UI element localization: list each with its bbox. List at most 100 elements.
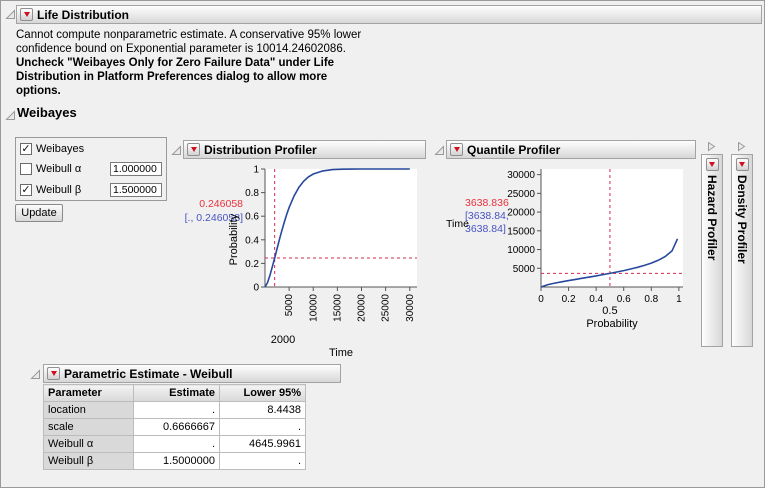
quantile-profiler-header: Quantile Profiler: [446, 140, 696, 159]
density-profiler-disclosure-icon[interactable]: [736, 141, 747, 152]
quantile-current-values: 3638.836 [3638.84, 3638.84]: [465, 197, 525, 236]
weibayes-checkbox-label: Weibayes: [36, 142, 85, 155]
page-title: Life Distribution: [37, 7, 129, 22]
svg-text:10000: 10000: [507, 245, 535, 256]
weibayes-disclosure-icon[interactable]: [5, 110, 16, 121]
svg-text:5000: 5000: [284, 294, 295, 317]
life-distribution-header: Life Distribution: [16, 5, 762, 24]
red-triangle-menu-icon[interactable]: [705, 158, 719, 171]
parametric-estimate-disclosure-icon[interactable]: [30, 369, 41, 380]
table-row: Weibull α. 4645.9961: [43, 435, 306, 453]
density-profiler-title: Density Profiler: [735, 175, 749, 264]
table-row: Weibull β 1.5000000.: [43, 452, 306, 470]
message-line: Uncheck "Weibayes Only for Zero Failure …: [16, 57, 335, 69]
y-axis-title: Probability: [227, 214, 240, 266]
update-button[interactable]: Update: [15, 204, 63, 222]
weibull-beta-row: Weibull β: [20, 182, 162, 197]
svg-text:2000: 2000: [271, 334, 295, 346]
hazard-profiler-collapsed-header[interactable]: Hazard Profiler: [701, 154, 723, 347]
svg-text:25000: 25000: [507, 189, 535, 200]
density-profiler-collapsed-header[interactable]: Density Profiler: [731, 154, 753, 347]
distribution-profiler-panel: Distribution Profiler 0.246058 [., 0.246…: [183, 140, 426, 358]
column-header: Estimate: [133, 384, 220, 402]
hazard-profiler-strip: Hazard Profiler: [699, 140, 726, 352]
svg-text:0.8: 0.8: [245, 188, 259, 199]
red-triangle-menu-icon[interactable]: [47, 367, 60, 380]
probability-confidence-interval: [., 0.246058]: [184, 212, 243, 224]
svg-text:Time: Time: [329, 347, 353, 357]
quantile-profiler-chart[interactable]: 0 0.2 0.4 0.6 0.8 150001000015000200002500030…: [503, 161, 691, 331]
weibull-beta-label: Weibull β: [36, 183, 82, 196]
svg-text:10000: 10000: [308, 294, 319, 322]
column-header: Parameter: [43, 384, 134, 402]
value-cell: 1.5000000: [133, 452, 220, 470]
weibull-alpha-label: Weibull α: [36, 163, 82, 175]
current-probability-value: 0.246058: [199, 198, 243, 210]
svg-text:1: 1: [676, 294, 682, 305]
distribution-profiler-chart[interactable]: 5000 10000 15000 20000 25000 30000 0 0.2 0.4 0.6 0…: [243, 161, 423, 357]
weibull-alpha-checkbox[interactable]: [20, 163, 32, 175]
table-row: location. 8.4438: [43, 401, 306, 419]
current-time-value: 3638.836: [465, 197, 509, 209]
message-block: Cannot compute nonparametric estimate. A…: [16, 28, 361, 98]
svg-text:0.4: 0.4: [589, 294, 603, 305]
svg-text:0.6: 0.6: [245, 212, 259, 223]
red-triangle-menu-icon[interactable]: [735, 158, 749, 171]
red-triangle-menu-icon[interactable]: [450, 143, 463, 156]
svg-text:25000: 25000: [381, 294, 392, 322]
svg-text:15000: 15000: [507, 226, 535, 237]
red-triangle-menu-icon[interactable]: [20, 8, 33, 21]
message-line: confidence bound on Exponential paramete…: [16, 43, 346, 55]
value-cell: .: [219, 452, 306, 470]
parameter-name-cell: Weibull α: [43, 435, 134, 453]
value-cell: 4645.9961: [219, 435, 306, 453]
weibull-beta-field[interactable]: [110, 182, 162, 197]
message-line: Cannot compute nonparametric estimate. A…: [16, 29, 362, 41]
parametric-estimate-header: Parametric Estimate - Weibull: [43, 364, 341, 383]
red-triangle-menu-icon[interactable]: [187, 143, 200, 156]
table-row: scale 0.6666667.: [43, 418, 306, 436]
svg-text:0.2: 0.2: [562, 294, 576, 305]
estimates-table-header: Parameter Estimate Lower 95%: [43, 384, 306, 402]
svg-text:0.6: 0.6: [617, 294, 631, 305]
svg-text:30000: 30000: [405, 294, 416, 322]
quantile-profiler-title: Quantile Profiler: [467, 142, 561, 157]
svg-text:0.4: 0.4: [245, 235, 259, 246]
time-confidence-interval-line1: [3638.84,: [465, 210, 509, 222]
value-cell: .: [133, 435, 220, 453]
estimates-table: Parameter Estimate Lower 95% location. 8.44…: [43, 384, 306, 470]
value-cell: 0.6666667: [133, 418, 220, 436]
weibayes-checkbox[interactable]: [20, 142, 32, 155]
value-cell: .: [219, 418, 306, 436]
y-axis-title: Time: [446, 218, 469, 230]
svg-text:20000: 20000: [357, 294, 368, 322]
svg-text:0.5: 0.5: [602, 305, 617, 317]
svg-text:0: 0: [253, 283, 259, 294]
distribution-profiler-title: Distribution Profiler: [204, 142, 317, 157]
hazard-profiler-disclosure-icon[interactable]: [706, 141, 717, 152]
life-distribution-disclosure-icon[interactable]: [5, 9, 16, 20]
table-header-row: Parameter Estimate Lower 95%: [43, 384, 306, 402]
quantile-profiler-panel: Quantile Profiler 3638.836 [3638.84, 363…: [446, 140, 696, 340]
svg-text:1: 1: [253, 165, 259, 176]
hazard-profiler-title: Hazard Profiler: [705, 175, 719, 261]
svg-text:Probability: Probability: [586, 318, 638, 330]
svg-text:20000: 20000: [507, 208, 535, 219]
weibayes-section-title: Weibayes: [17, 105, 77, 120]
distribution-profiler-disclosure-icon[interactable]: [171, 145, 182, 156]
svg-text:15000: 15000: [332, 294, 343, 322]
time-confidence-interval-line2: 3638.84]: [465, 223, 506, 235]
weibull-beta-checkbox[interactable]: [20, 183, 32, 196]
value-cell: .: [133, 401, 220, 419]
weibull-alpha-field[interactable]: [110, 162, 162, 176]
estimates-table-body: location. 8.4438 scale 0.6666667. Weibull α.…: [43, 401, 306, 470]
weibayes-option-row: Weibayes: [20, 141, 162, 156]
parameter-name-cell: scale: [43, 418, 134, 436]
quantile-profiler-disclosure-icon[interactable]: [434, 145, 445, 156]
value-cell: 8.4438: [219, 401, 306, 419]
svg-text:0: 0: [538, 294, 544, 305]
y-axis-title-wrap: Probability: [227, 170, 240, 310]
distribution-current-values: 0.246058 [., 0.246058]: [181, 197, 243, 225]
parameter-name-cell: Weibull β: [43, 452, 134, 470]
